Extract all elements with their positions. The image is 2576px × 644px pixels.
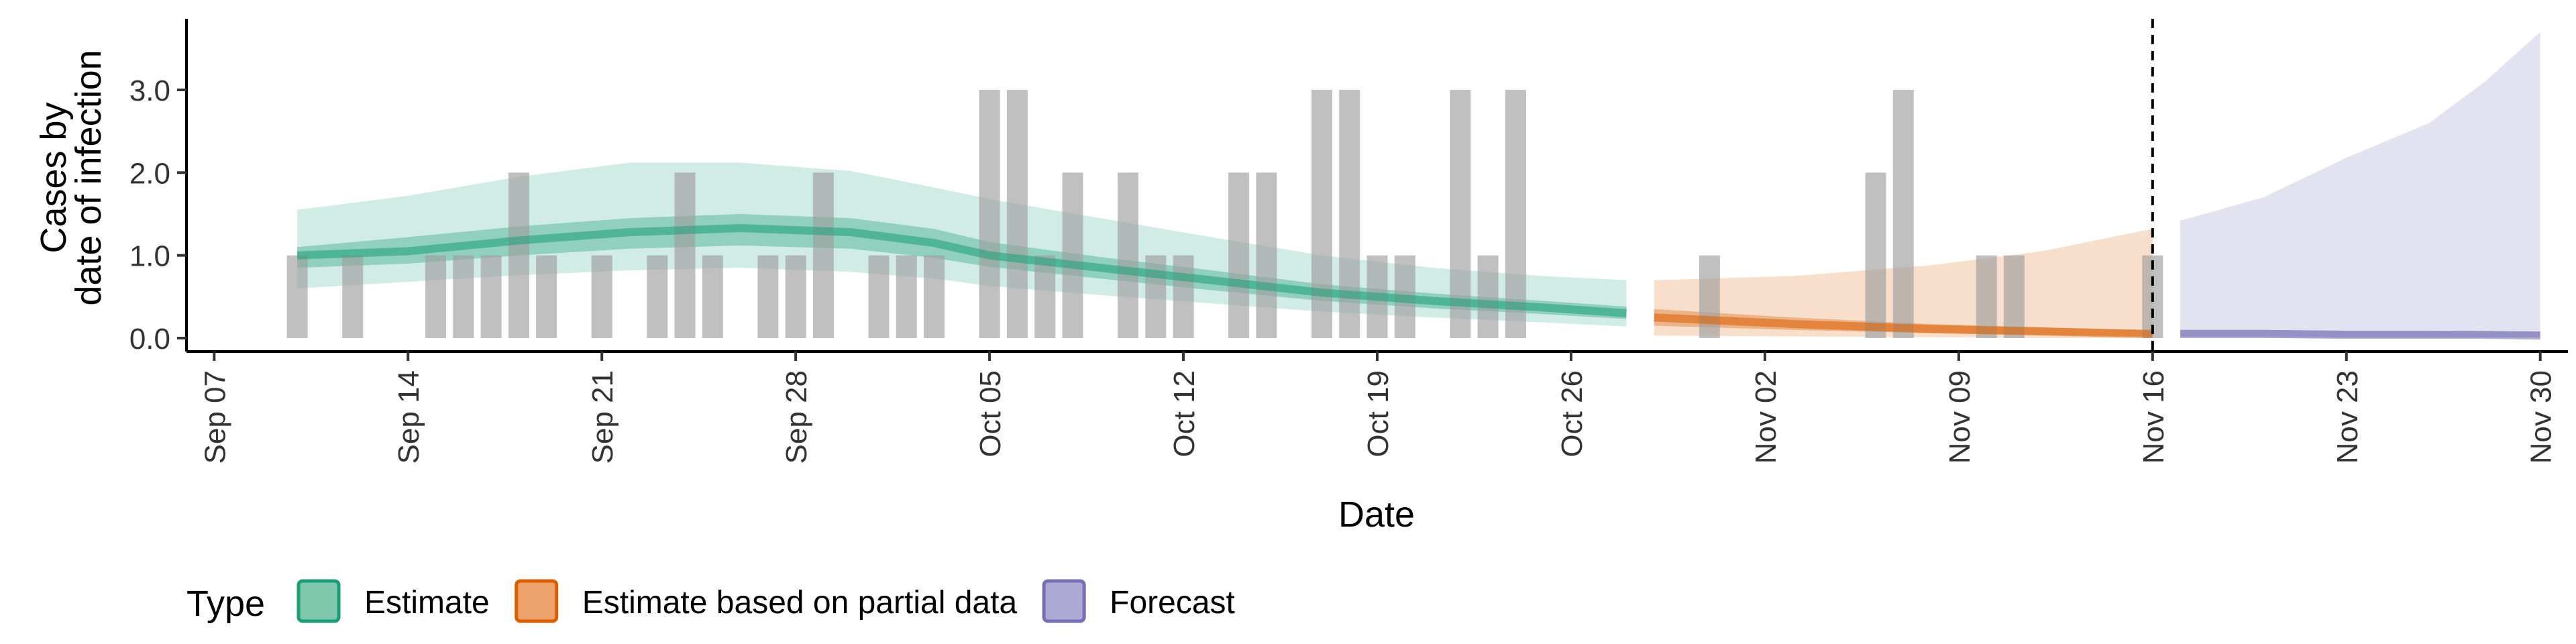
case-bar	[1976, 255, 1997, 338]
x-tick-label: Oct 19	[1362, 370, 1395, 458]
reported-case-bars	[286, 90, 2163, 338]
case-bar	[785, 255, 806, 338]
y-axis-title-line1: Cases by	[34, 102, 74, 253]
legend-swatch	[515, 579, 559, 623]
x-tick-label: Sep 28	[780, 370, 813, 464]
y-tick-label: 3.0	[129, 74, 170, 107]
x-tick-label: Nov 30	[2525, 370, 2558, 464]
case-bar	[342, 255, 364, 338]
case-bar	[2003, 255, 2025, 338]
x-tick-label: Sep 21	[586, 370, 619, 464]
legend-label: Estimate based on partial data	[582, 585, 1018, 621]
legend-title: Type	[186, 584, 265, 624]
series-1-median-line	[1654, 313, 2153, 338]
case-bar	[812, 172, 834, 338]
case-bar	[425, 255, 446, 338]
y-tick-label: 2.0	[129, 157, 170, 190]
case-bar	[1062, 172, 1083, 338]
case-bar	[1477, 255, 1499, 338]
x-tick-label: Oct 12	[1168, 370, 1201, 458]
legend-swatch	[297, 579, 341, 623]
x-axis-ticks: Sep 07 Sep 14 Sep 21 Sep 28 Oct 05 Oct 12 Oct …	[199, 352, 2558, 464]
case-bar	[868, 255, 890, 338]
series-0-median-line	[297, 224, 1627, 317]
case-bar	[536, 255, 557, 338]
case-bar	[286, 255, 308, 338]
y-axis-ticks: 0.0 1.0 2.0 3.0	[129, 74, 186, 356]
legend-label: Forecast	[1110, 585, 1235, 621]
case-bar	[1228, 172, 1250, 338]
case-bar	[1006, 90, 1028, 338]
y-tick-label: 1.0	[129, 240, 170, 273]
case-bar	[1118, 172, 1138, 338]
case-bar	[1311, 90, 1332, 338]
case-bar	[480, 255, 502, 338]
uncertainty-bands	[297, 32, 2540, 338]
case-bar	[1699, 255, 1720, 338]
case-bar	[1505, 90, 1526, 338]
case-bar	[1256, 172, 1277, 338]
series-2-median-line	[2180, 329, 2540, 340]
x-tick-label: Oct 26	[1556, 370, 1589, 458]
case-bar	[924, 255, 945, 338]
x-tick-label: Sep 14	[392, 370, 425, 464]
case-bar	[1145, 255, 1167, 338]
case-bar	[1450, 90, 1471, 338]
case-bar	[1173, 255, 1194, 338]
case-bar	[508, 172, 529, 338]
y-axis-title-line2: date of infection	[68, 50, 109, 305]
case-bar	[702, 255, 723, 338]
x-tick-label: Nov 23	[2331, 370, 2364, 464]
case-bar	[1034, 255, 1056, 338]
case-bar	[591, 255, 612, 338]
case-bar	[757, 255, 779, 338]
case-bar	[1865, 172, 1886, 338]
median-lines	[297, 224, 2540, 340]
case-bar	[453, 255, 474, 338]
x-tick-label: Sep 07	[199, 370, 231, 464]
case-bar	[647, 255, 668, 338]
x-tick-label: Nov 02	[1750, 370, 1782, 464]
x-tick-label: Nov 16	[2137, 370, 2170, 464]
y-tick-label: 0.0	[129, 323, 170, 356]
x-axis-title: Date	[1338, 494, 1415, 535]
case-bar	[1892, 90, 1914, 338]
legend: Type Estimate Estimate based on partial d…	[186, 579, 1235, 624]
case-bar	[674, 172, 696, 338]
legend-swatch	[1042, 579, 1086, 623]
series-2-band-90	[2180, 32, 2540, 338]
legend-label: Estimate	[364, 585, 490, 621]
case-bar	[979, 90, 1000, 338]
x-tick-label: Nov 09	[1943, 370, 1976, 464]
x-tick-label: Oct 05	[974, 370, 1007, 458]
case-bar	[1339, 90, 1360, 338]
case-bar	[896, 255, 917, 338]
